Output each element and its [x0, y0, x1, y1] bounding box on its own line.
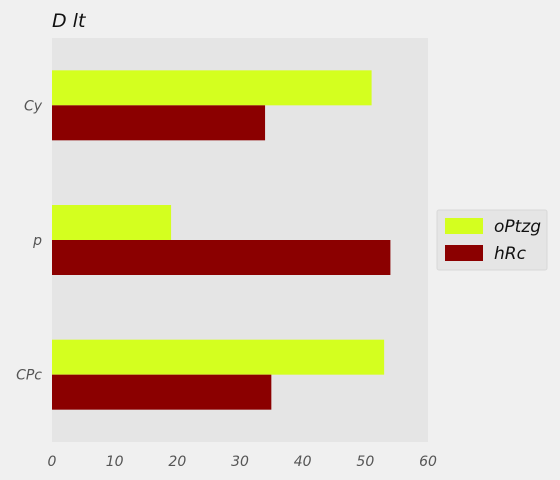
x-tick-labels: 0 10 20 30 40 50 60: [48, 454, 437, 470]
bar-hRc-CPc: [52, 374, 272, 410]
bar-hRc-p: [52, 240, 391, 275]
legend-swatch-hRc: [445, 245, 483, 261]
bar-oPtzg-CPc: [52, 339, 385, 375]
bar-oPtzg-Cy: [52, 70, 372, 106]
chart-title: D lt: [52, 10, 87, 32]
x-tick-label-60: 60: [419, 454, 437, 470]
y-tick-label-p: p: [32, 233, 42, 249]
legend-swatch-oPtzg: [445, 218, 483, 234]
x-tick-label-50: 50: [356, 454, 374, 470]
bars-group: [52, 70, 391, 410]
y-tick-labels: Cy p CPc: [16, 98, 43, 383]
x-tick-label-30: 30: [231, 454, 249, 470]
y-tick-label-CPc: CPc: [16, 368, 42, 384]
y-tick-label-Cy: Cy: [24, 98, 43, 114]
legend-label-oPtzg: oPtzg: [494, 217, 541, 237]
legend: oPtzg hRc: [436, 209, 548, 271]
x-tick-label-10: 10: [106, 454, 124, 470]
x-tick-label-20: 20: [168, 454, 186, 470]
legend-label-hRc: hRc: [494, 244, 527, 264]
x-tick-label-40: 40: [294, 454, 312, 470]
bar-hRc-Cy: [52, 105, 266, 141]
bar-oPtzg-p: [52, 205, 172, 240]
x-tick-label-0: 0: [48, 454, 57, 470]
